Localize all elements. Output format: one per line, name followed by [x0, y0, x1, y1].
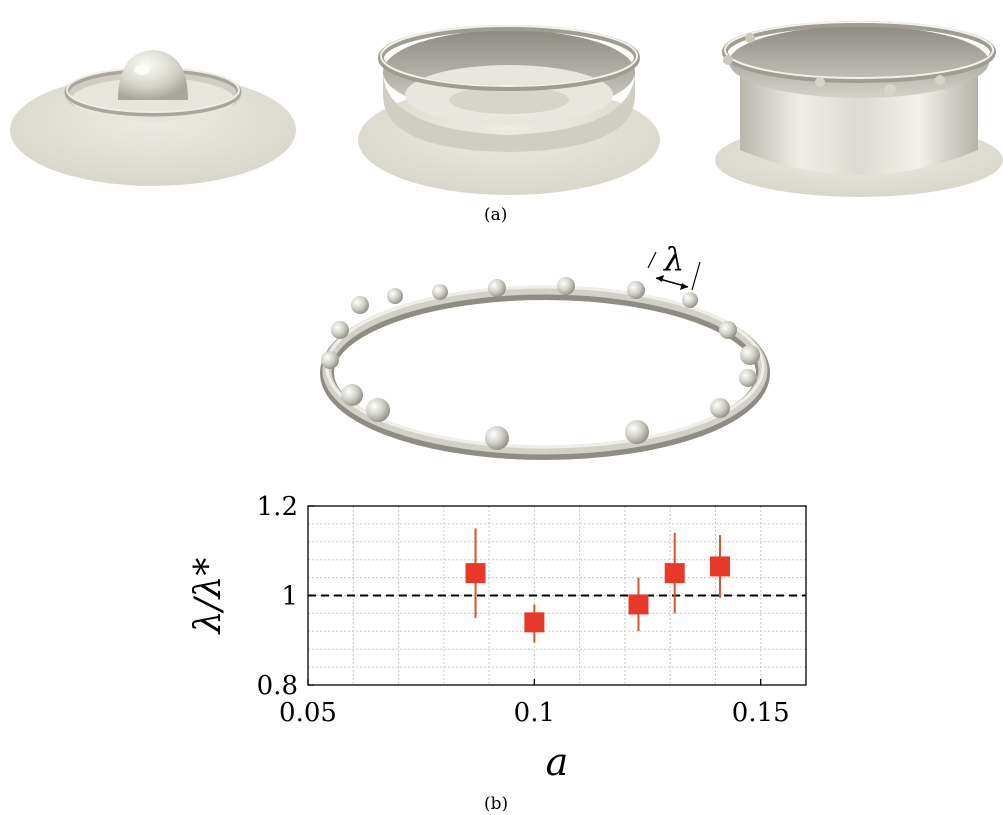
crown-rim-illustration	[320, 251, 770, 460]
y-axis-label: λ/λ*	[188, 558, 229, 636]
splash-early-stage	[10, 50, 296, 186]
data-point-marker	[664, 563, 685, 584]
splash-late-stage	[715, 21, 1003, 197]
crown-splash-sequence	[10, 21, 1003, 197]
x-tick-label: 0.05	[279, 698, 337, 728]
x-tick-label: 0.15	[732, 698, 790, 728]
wavelength-label: λ	[664, 240, 685, 278]
x-tick-label: 0.1	[514, 698, 555, 728]
data-point-marker	[524, 612, 545, 633]
data-point-marker	[465, 563, 486, 584]
y-tick-label: 1	[281, 582, 298, 612]
y-tick-label: 1.2	[257, 492, 298, 522]
crown-rim	[320, 251, 770, 460]
data-points	[465, 556, 730, 633]
caption-b: (b)	[484, 794, 509, 814]
x-axis-label: a	[546, 740, 569, 784]
data-point-marker	[709, 556, 730, 577]
axis-ticks: 0.05 0.1 0.15 0.8 1 1.2	[257, 492, 790, 728]
y-tick-label: 0.8	[257, 671, 298, 701]
caption-a: (a)	[484, 205, 508, 225]
data-point-marker	[628, 594, 649, 615]
error-bars	[474, 528, 721, 643]
splash-mid-stage	[358, 25, 660, 195]
